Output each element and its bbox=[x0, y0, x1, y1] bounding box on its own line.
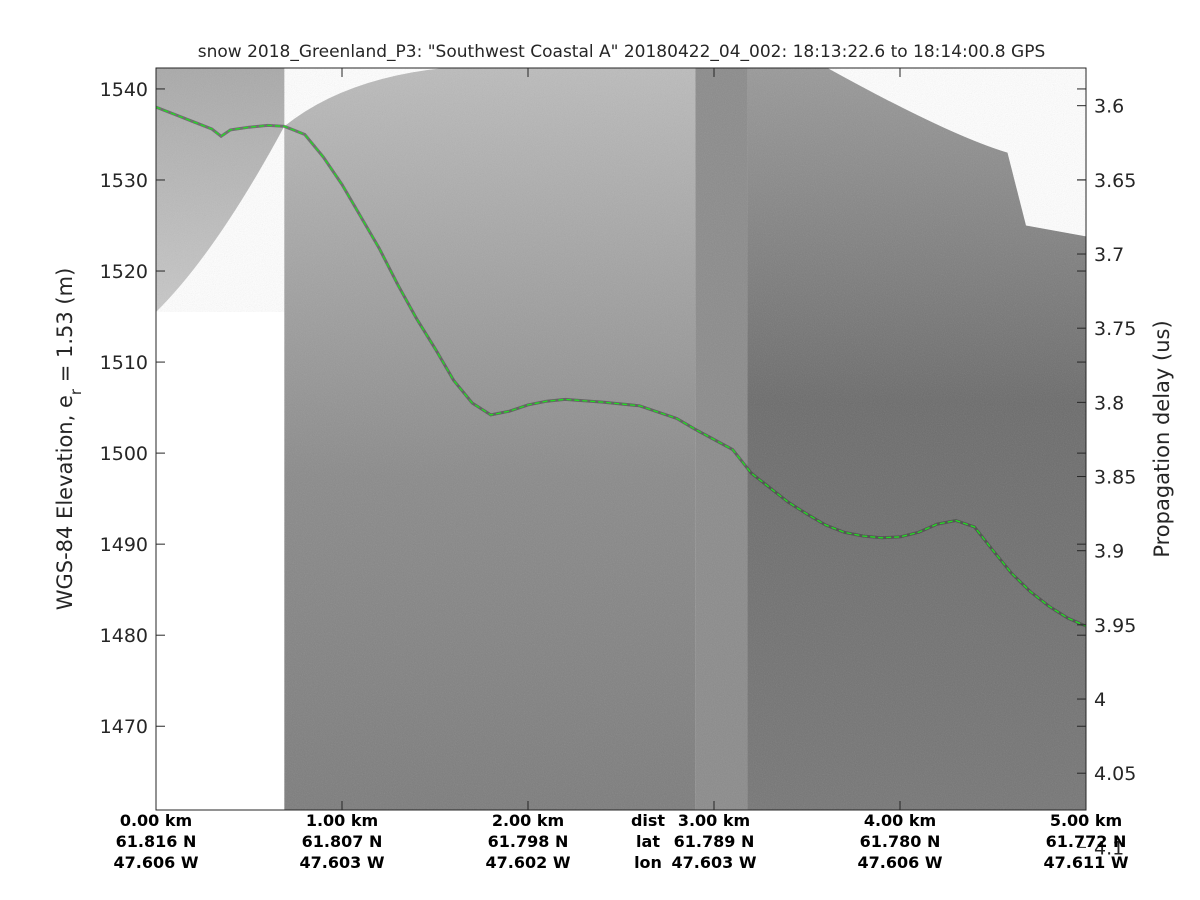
y-tick-right-label: 3.6 bbox=[1094, 96, 1124, 118]
x-tick-label-dist: 1.00 km bbox=[306, 811, 378, 830]
y-tick-right-label: 3.8 bbox=[1094, 392, 1124, 414]
surface-trace-line bbox=[156, 106, 1086, 627]
x-axis: 0.00 km 61.816 N 47.606 W 1.00 km 61.807 N 47… bbox=[114, 68, 1129, 872]
y-tick-left-label: 1500 bbox=[100, 443, 148, 465]
y-tick-right-label: 4.1 bbox=[1094, 837, 1124, 859]
y-tick-left-label: 1510 bbox=[100, 352, 148, 374]
plot-frame bbox=[155, 67, 1087, 811]
x-row-label-lat: lat bbox=[636, 832, 660, 851]
x-row-label-dist: dist bbox=[631, 811, 665, 830]
x-tick-label-lon: 47.603 W bbox=[672, 853, 757, 872]
y-tick-right-label: 3.7 bbox=[1094, 244, 1124, 266]
echogram-segment-noise-3 bbox=[695, 68, 748, 810]
left-axis: 1540 1530 1520 1510 1500 1490 1480 1470 bbox=[100, 79, 1086, 738]
echogram-segment-noise-2 bbox=[284, 68, 696, 810]
x-tick-label-dist: 4.00 km bbox=[864, 811, 936, 830]
x-tick-label-lon: 47.611 W bbox=[1044, 853, 1129, 872]
echogram-segment-noise-4 bbox=[747, 68, 1086, 810]
chart-title: snow 2018_Greenland_P3: "Southwest Coast… bbox=[197, 42, 1046, 62]
surface-trace bbox=[156, 105, 1086, 628]
x-tick-label-lat: 61.789 N bbox=[674, 832, 755, 851]
y-tick-left-label: 1530 bbox=[100, 170, 148, 192]
y-tick-left-label: 1520 bbox=[100, 261, 148, 283]
x-tick-label-lon: 47.606 W bbox=[114, 853, 199, 872]
y-axis-title-left-tail: = 1.53 (m) bbox=[53, 268, 77, 389]
echogram-segment-noise-1 bbox=[156, 68, 285, 312]
x-tick-label-dist: 0.00 km bbox=[120, 811, 192, 830]
x-tick-label-dist: 3.00 km bbox=[678, 811, 750, 830]
x-tick-label-lat: 61.772 N bbox=[1046, 832, 1127, 851]
x-tick-label-dist: 5.00 km bbox=[1050, 811, 1122, 830]
y-axis-title-left-main: WGS-84 Elevation, e bbox=[53, 395, 77, 610]
x-tick-label-lon: 47.606 W bbox=[858, 853, 943, 872]
echogram-image bbox=[156, 68, 1086, 810]
y-tick-left-label: 1540 bbox=[100, 79, 148, 101]
y-axis-title-right: Propagation delay (us) bbox=[1150, 320, 1174, 557]
y-tick-right-label: 4 bbox=[1094, 689, 1106, 711]
y-tick-left-label: 1480 bbox=[100, 625, 148, 647]
x-tick-label-lat: 61.780 N bbox=[860, 832, 941, 851]
y-tick-left-label: 1490 bbox=[100, 534, 148, 556]
x-tick-label-dist: 2.00 km bbox=[492, 811, 564, 830]
y-tick-right-label: 3.85 bbox=[1094, 467, 1136, 489]
y-tick-right-label: 3.65 bbox=[1094, 170, 1136, 192]
y-tick-right-label: 3.75 bbox=[1094, 318, 1136, 340]
y-tick-right-label: 3.95 bbox=[1094, 615, 1136, 637]
x-tick-label-lon: 47.602 W bbox=[486, 853, 571, 872]
x-tick-label-lat: 61.798 N bbox=[488, 832, 569, 851]
x-tick-label-lat: 61.807 N bbox=[302, 832, 383, 851]
x-row-label-lon: lon bbox=[634, 853, 662, 872]
x-tick-label-lon: 47.603 W bbox=[300, 853, 385, 872]
y-tick-left-label: 1470 bbox=[100, 716, 148, 738]
y-tick-right-label: 4.05 bbox=[1094, 763, 1136, 785]
y-axis-title-left: WGS-84 Elevation, er = 1.53 (m) bbox=[53, 268, 85, 611]
right-axis: 3.6 3.65 3.7 3.75 3.8 3.85 3.9 3.95 4 4.05 4.1 bbox=[1077, 96, 1136, 859]
y-axis-title-left-sub: r bbox=[67, 388, 85, 395]
y-tick-right-label: 3.9 bbox=[1094, 541, 1124, 563]
x-tick-label-lat: 61.816 N bbox=[116, 832, 197, 851]
